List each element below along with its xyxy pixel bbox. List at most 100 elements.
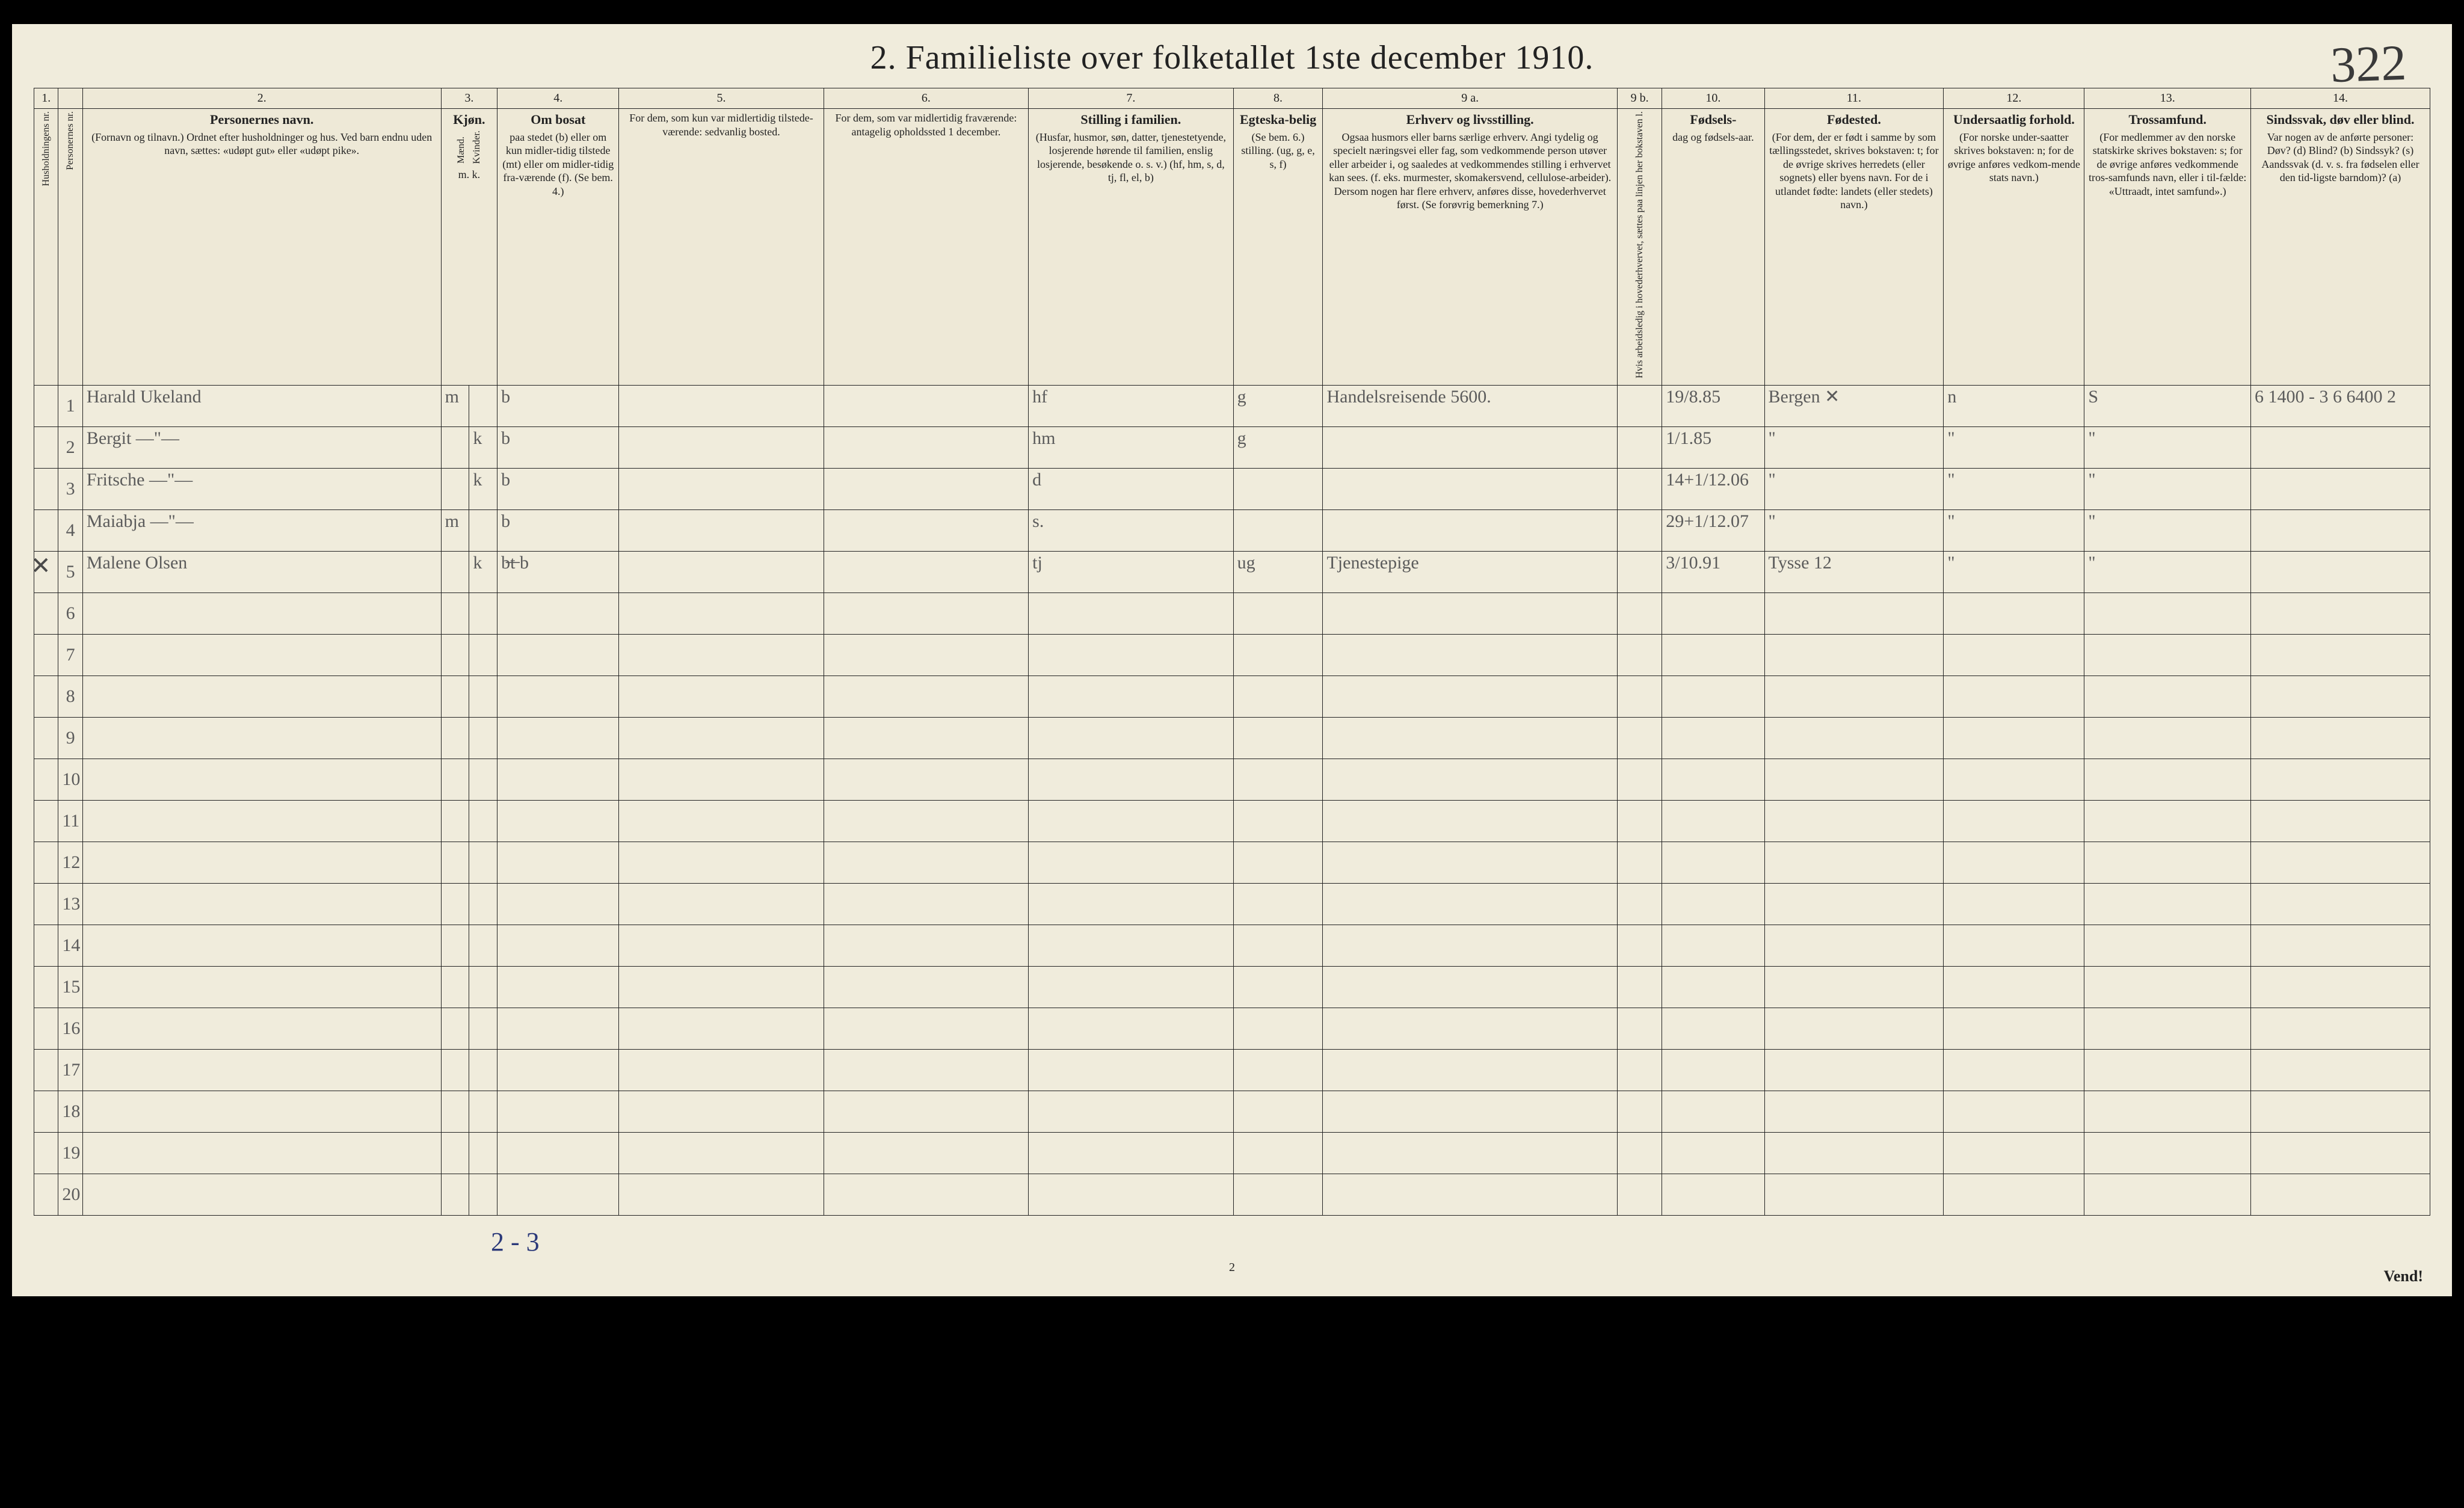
cell <box>2250 966 2430 1008</box>
cell <box>1029 800 1233 842</box>
table-row: 10 <box>34 759 2430 800</box>
cell <box>1662 759 1764 800</box>
table-row: 19 <box>34 1132 2430 1174</box>
cell <box>441 676 469 717</box>
table-row: 13 <box>34 883 2430 925</box>
cell: Handelsreisende 5600. <box>1323 385 1617 426</box>
cell <box>1662 966 1764 1008</box>
cell <box>82 842 441 883</box>
cell <box>619 800 824 842</box>
cell <box>824 925 1028 966</box>
table-row: 12 <box>34 842 2430 883</box>
row-number: 20 <box>58 1174 82 1215</box>
cell <box>1617 551 1662 592</box>
cell <box>1944 925 2084 966</box>
cell <box>34 800 58 842</box>
cell <box>441 717 469 759</box>
cell <box>619 426 824 468</box>
cell <box>1944 634 2084 676</box>
handwritten-value: 15 <box>62 977 80 997</box>
cell <box>1617 385 1662 426</box>
col-temp-location: For dem, som var midlertidig fraværende:… <box>824 109 1028 386</box>
handwritten-value: tj <box>1032 553 1043 573</box>
cell <box>1764 1174 1944 1215</box>
handwritten-value: 4 <box>66 520 75 540</box>
handwritten-value: Malene Olsen <box>87 553 187 573</box>
cell <box>1323 1174 1617 1215</box>
cell <box>1764 800 1944 842</box>
cell <box>1233 468 1323 509</box>
cell <box>82 800 441 842</box>
cell <box>1944 1132 2084 1174</box>
cell <box>2250 717 2430 759</box>
table-row: 9 <box>34 717 2430 759</box>
cell <box>1617 717 1662 759</box>
cell <box>1323 883 1617 925</box>
cell <box>1233 1132 1323 1174</box>
cell <box>1323 925 1617 966</box>
cell <box>2084 800 2251 842</box>
cell <box>1617 1008 1662 1049</box>
handwritten-value: d <box>1032 470 1041 490</box>
table-row: 11 <box>34 800 2430 842</box>
cell <box>2084 717 2251 759</box>
cell <box>34 1008 58 1049</box>
cell <box>1617 468 1662 509</box>
cell <box>1323 1008 1617 1049</box>
colnum: 13. <box>2084 88 2251 109</box>
handwritten-value: n <box>1947 387 1956 407</box>
cell <box>1764 966 1944 1008</box>
cell: Tjenestepige <box>1323 551 1617 592</box>
cell <box>1617 966 1662 1008</box>
footer-page-number: 2 <box>34 1261 2430 1275</box>
cell <box>1029 842 1233 883</box>
footer-handwritten: 2 - 3 <box>491 1226 2430 1257</box>
cell <box>1233 717 1323 759</box>
cell <box>2250 1091 2430 1132</box>
handwritten-value: " <box>1947 553 1954 573</box>
cell <box>2250 592 2430 634</box>
cell <box>1323 676 1617 717</box>
title-row: 2. Familieliste over folketallet 1ste de… <box>34 38 2430 77</box>
cell <box>1944 1174 2084 1215</box>
table-row: 6 <box>34 592 2430 634</box>
cell: g <box>1233 385 1323 426</box>
cell <box>1617 634 1662 676</box>
handwritten-value: Harald Ukeland <box>87 387 202 407</box>
handwritten-value: 19 <box>62 1143 80 1163</box>
col-sex: Kjøn. Mænd. Kvinder. m. k. <box>441 109 497 386</box>
col-residence-status: Om bosat paa stedet (b) eller om kun mid… <box>497 109 619 386</box>
cell <box>1662 800 1764 842</box>
cell <box>1944 592 2084 634</box>
cell: b <box>497 426 619 468</box>
cell <box>82 883 441 925</box>
handwritten-value: Handelsreisende 5600. <box>1326 387 1491 407</box>
col-unemployed: Hvis arbeidsledig i hovederhvervet, sætt… <box>1617 109 1662 386</box>
cell <box>441 468 469 509</box>
cell <box>1662 676 1764 717</box>
cell <box>34 509 58 551</box>
row-number: 15 <box>58 966 82 1008</box>
handwritten-value: m <box>445 387 459 407</box>
cell <box>1617 1049 1662 1091</box>
cell <box>1233 1174 1323 1215</box>
cell <box>1029 1049 1233 1091</box>
cell <box>824 385 1028 426</box>
cell: " <box>1944 509 2084 551</box>
cell <box>1617 592 1662 634</box>
cell <box>1617 800 1662 842</box>
row-number: 3 <box>58 468 82 509</box>
handwritten-value: " <box>2088 470 2095 490</box>
cell <box>497 592 619 634</box>
cell: Harald Ukeland <box>82 385 441 426</box>
cell <box>1764 842 1944 883</box>
handwritten-value: hf <box>1032 387 1047 407</box>
handwritten-value: 9 <box>66 728 75 748</box>
cell <box>1764 1132 1944 1174</box>
cell <box>469 717 497 759</box>
cell <box>469 1008 497 1049</box>
cell <box>1944 717 2084 759</box>
cell <box>1323 1132 1617 1174</box>
handwritten-value: m <box>445 511 459 531</box>
cell <box>1233 1008 1323 1049</box>
